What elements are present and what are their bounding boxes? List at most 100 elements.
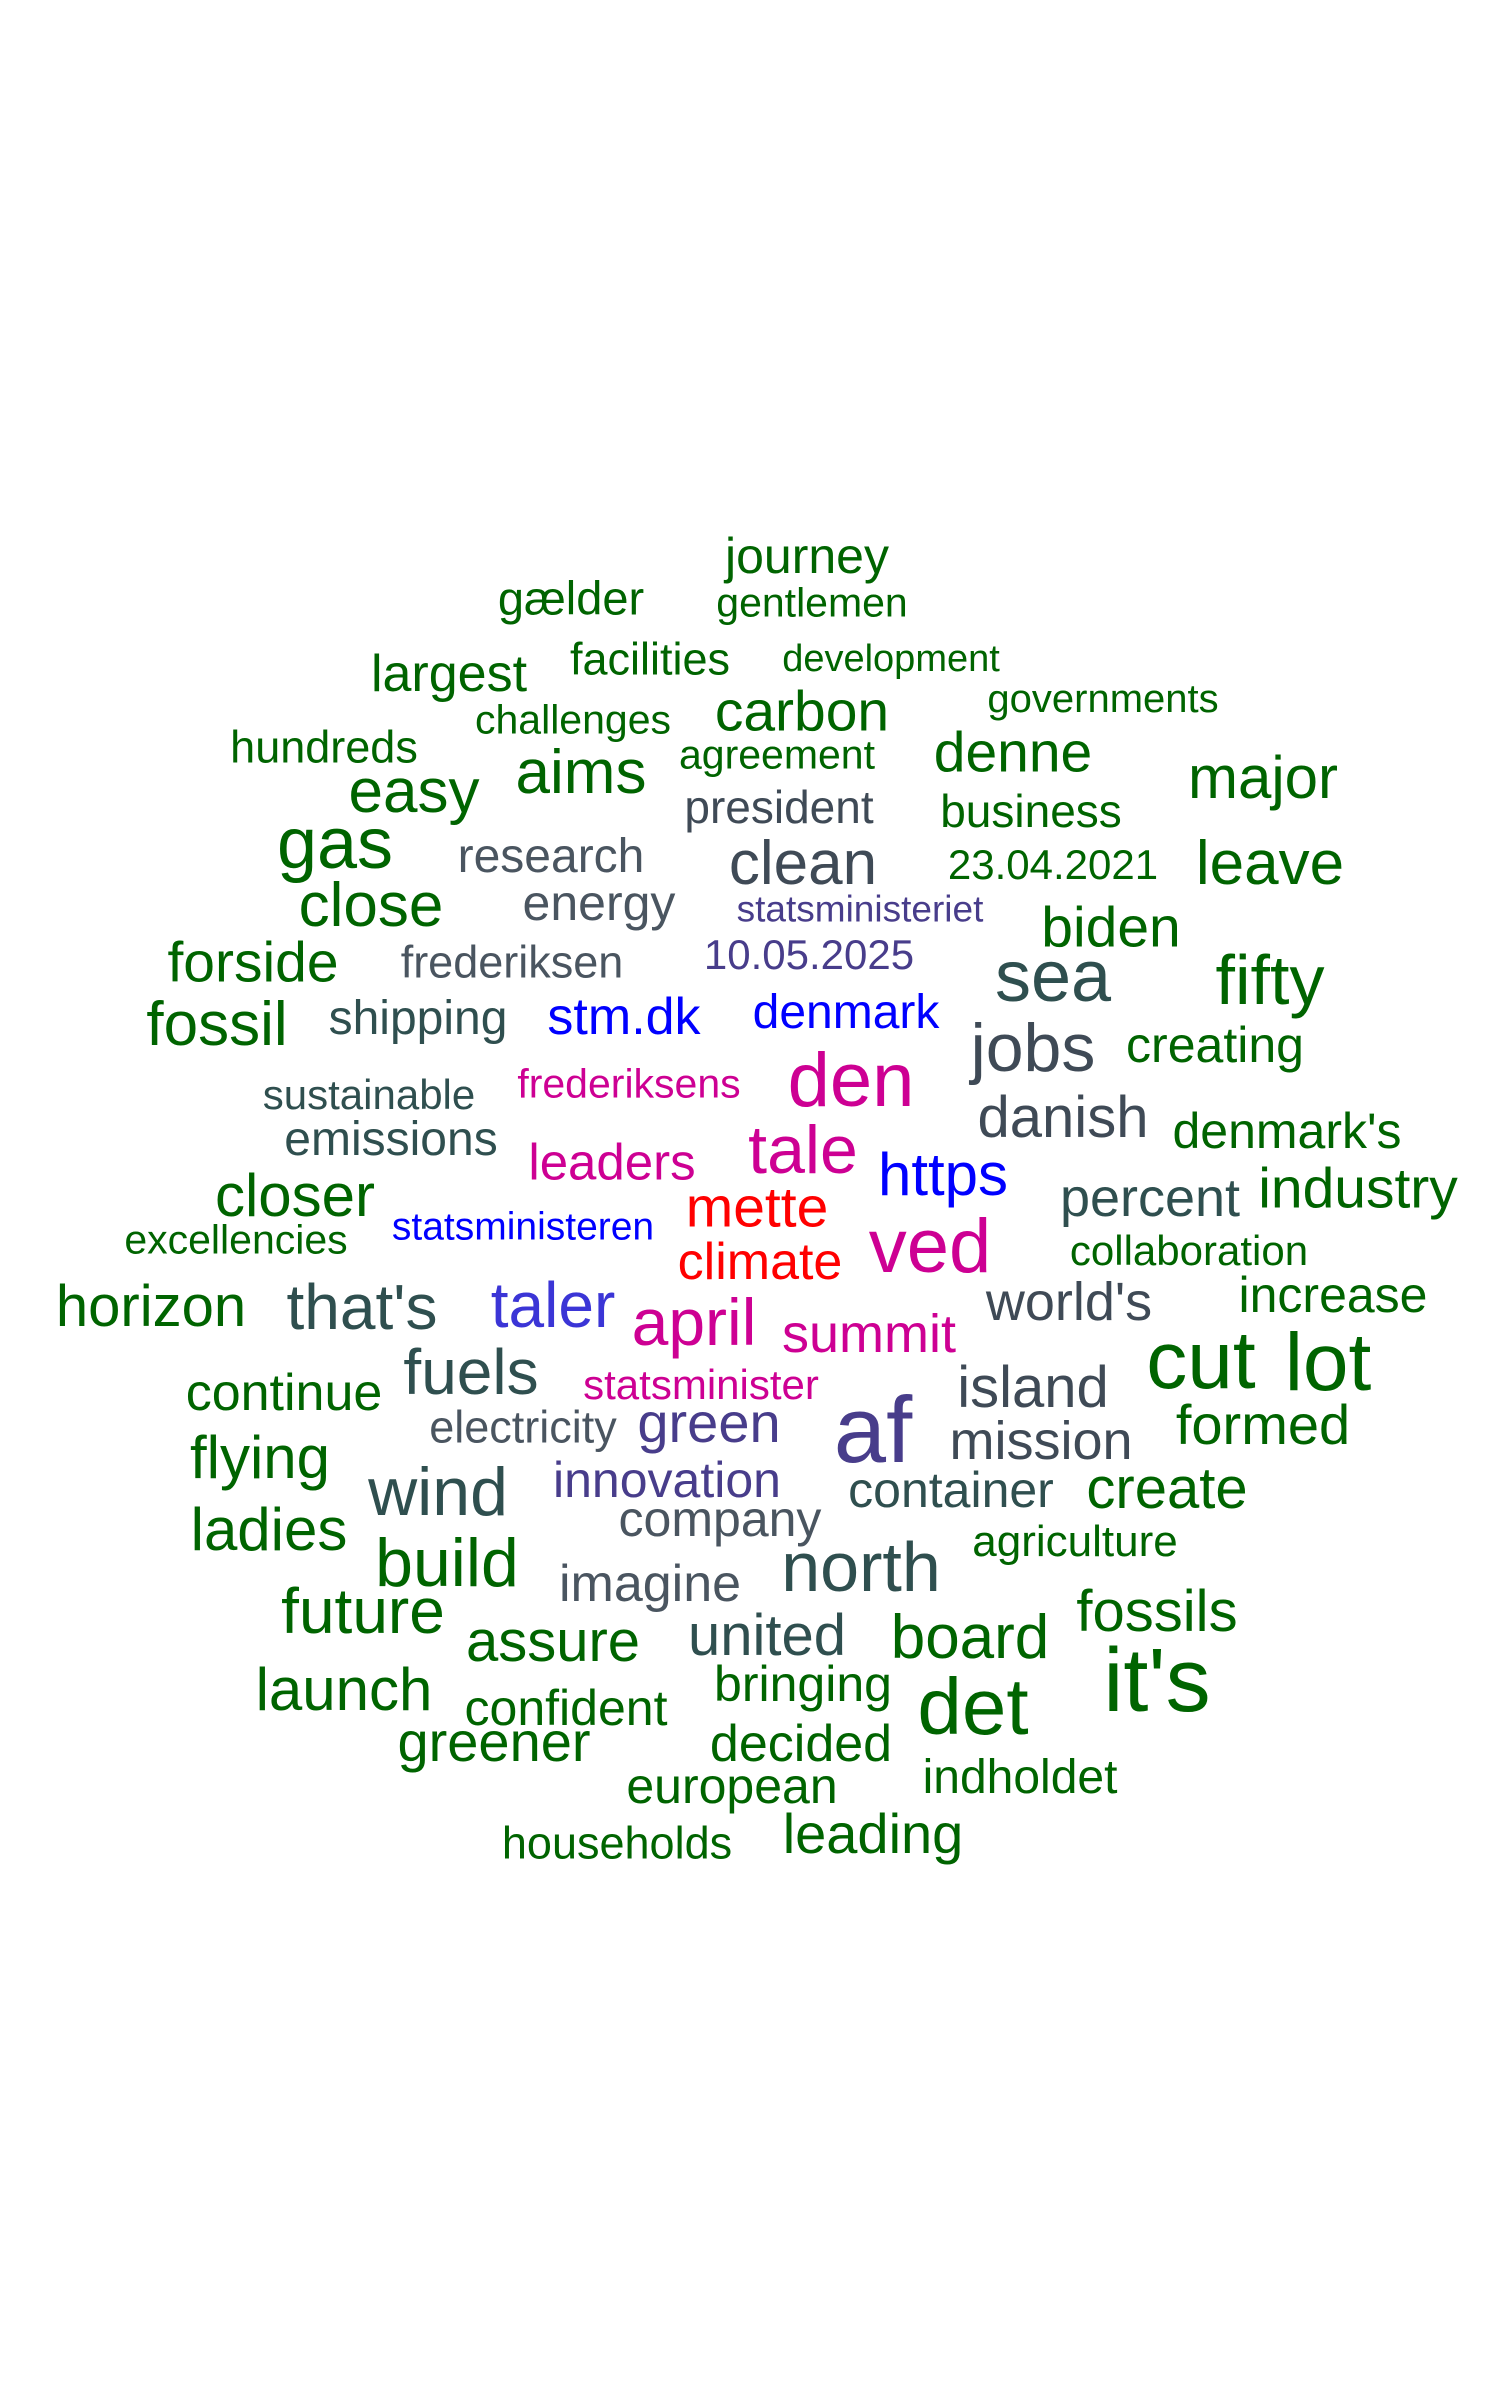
word-european: european bbox=[626, 1758, 838, 1814]
word-emissions: emissions bbox=[284, 1113, 498, 1166]
word-percent: percent bbox=[1059, 1168, 1241, 1228]
word-wind: wind bbox=[368, 1454, 508, 1530]
word-april: april bbox=[631, 1285, 757, 1359]
word-mission: mission bbox=[949, 1411, 1133, 1471]
word-frederiksens: frederiksens bbox=[517, 1060, 741, 1107]
word-fossil: fossil bbox=[146, 990, 288, 1059]
word-jobs: jobs bbox=[970, 1010, 1096, 1086]
word-leading: leading bbox=[782, 1802, 964, 1865]
word-create: create bbox=[1086, 1456, 1248, 1521]
word-north: north bbox=[781, 1528, 941, 1606]
word-formed: formed bbox=[1175, 1393, 1351, 1456]
word-fossils: fossils bbox=[1076, 1579, 1238, 1644]
word-closer: closer bbox=[214, 1162, 376, 1229]
word-fuels: fuels bbox=[403, 1336, 539, 1408]
word-green: green bbox=[637, 1391, 781, 1454]
word-island: island bbox=[957, 1355, 1109, 1420]
word-tale: tale bbox=[748, 1112, 858, 1188]
word-business: business bbox=[940, 785, 1122, 837]
word-frederiksen: frederiksen bbox=[400, 936, 624, 988]
word-af: af bbox=[833, 1377, 913, 1482]
word-agreement: agreement bbox=[678, 731, 876, 778]
word-industry: industry bbox=[1258, 1156, 1458, 1221]
word-thats: that's bbox=[286, 1271, 438, 1343]
word-electricity: electricity bbox=[429, 1401, 617, 1453]
word-carbon: carbon bbox=[714, 679, 890, 744]
word-imagine: imagine bbox=[558, 1555, 742, 1613]
word-hundreds: hundreds bbox=[230, 721, 418, 773]
word-danish: danish bbox=[977, 1085, 1149, 1150]
word-shipping: shipping bbox=[328, 992, 508, 1045]
word-date-2025: 10.05.2025 bbox=[703, 931, 915, 978]
word-biden: biden bbox=[1041, 895, 1181, 960]
word-denne: denne bbox=[933, 720, 1093, 785]
word-statsministeren: statsministeren bbox=[391, 1205, 655, 1249]
word-build: build bbox=[375, 1525, 519, 1601]
word-taler: taler bbox=[490, 1269, 616, 1341]
word-decided: decided bbox=[709, 1715, 893, 1773]
word-excellencies: excellencies bbox=[124, 1216, 348, 1263]
word-statsminister: statsminister bbox=[583, 1361, 819, 1408]
word-date-2021: 23.04.2021 bbox=[947, 841, 1159, 888]
word-climate: climate bbox=[677, 1233, 843, 1291]
word-confident: confident bbox=[464, 1680, 668, 1736]
word-bringing: bringing bbox=[714, 1656, 892, 1712]
word-energy: energy bbox=[522, 875, 676, 931]
word-statsministeriet: statsministeriet bbox=[736, 888, 984, 930]
word-households: households bbox=[501, 1817, 733, 1869]
word-gentlemen: gentlemen bbox=[716, 579, 908, 626]
word-gaelder: gælder bbox=[497, 571, 645, 625]
word-lot: lot bbox=[1284, 1317, 1372, 1408]
word-increase: increase bbox=[1238, 1267, 1428, 1323]
word-ved: ved bbox=[868, 1204, 992, 1289]
word-journey: journey bbox=[725, 528, 889, 584]
word-facilities: facilities bbox=[569, 633, 731, 685]
word-governments: governments bbox=[987, 677, 1219, 721]
word-largest: largest bbox=[370, 645, 528, 703]
word-easy: easy bbox=[348, 757, 480, 826]
word-clean: clean bbox=[728, 829, 878, 898]
word-sea: sea bbox=[994, 937, 1112, 1017]
word-agriculture: agriculture bbox=[972, 1517, 1178, 1566]
word-horizon: horizon bbox=[55, 1274, 247, 1339]
word-stm-dk: stm.dk bbox=[547, 988, 701, 1046]
word-https: https bbox=[877, 1141, 1009, 1208]
word-innovation: innovation bbox=[553, 1452, 781, 1508]
word-continue: continue bbox=[185, 1364, 383, 1422]
word-major: major bbox=[1187, 744, 1339, 811]
word-research: research bbox=[457, 830, 645, 883]
word-summit: summit bbox=[782, 1304, 956, 1364]
word-forside: forside bbox=[167, 930, 339, 995]
word-challenges: challenges bbox=[474, 696, 672, 743]
word-denmark: denmark bbox=[752, 986, 940, 1039]
word-worlds: world's bbox=[985, 1272, 1153, 1332]
word-greener: greener bbox=[397, 1710, 591, 1773]
word-united: united bbox=[687, 1603, 847, 1668]
word-close: close bbox=[298, 871, 444, 940]
word-cut: cut bbox=[1146, 1315, 1256, 1406]
word-company: company bbox=[618, 1491, 822, 1547]
word-sustainable: sustainable bbox=[262, 1071, 476, 1118]
word-its: it's bbox=[1103, 1631, 1211, 1731]
word-ladies: ladies bbox=[190, 1496, 348, 1563]
word-indholdet: indholdet bbox=[922, 1751, 1118, 1804]
word-aims: aims bbox=[515, 738, 647, 807]
word-assure: assure bbox=[465, 1609, 641, 1674]
word-board: board bbox=[890, 1603, 1050, 1672]
word-container: container bbox=[848, 1462, 1054, 1518]
word-development: development bbox=[782, 638, 1000, 680]
word-gas: gas bbox=[276, 804, 394, 884]
word-den: den bbox=[787, 1038, 915, 1123]
word-det: det bbox=[917, 1662, 1029, 1751]
word-creating: creating bbox=[1126, 1017, 1304, 1073]
word-launch: launch bbox=[255, 1656, 433, 1723]
word-collaboration: collaboration bbox=[1069, 1227, 1309, 1274]
word-leave: leave bbox=[1195, 829, 1345, 898]
word-denmarks: denmark's bbox=[1172, 1103, 1402, 1159]
word-mette: mette bbox=[685, 1175, 829, 1240]
word-fifty: fifty bbox=[1215, 941, 1325, 1019]
word-flying: flying bbox=[189, 1424, 331, 1491]
word-leaders: leaders bbox=[528, 1133, 696, 1191]
word-future: future bbox=[281, 1575, 445, 1647]
